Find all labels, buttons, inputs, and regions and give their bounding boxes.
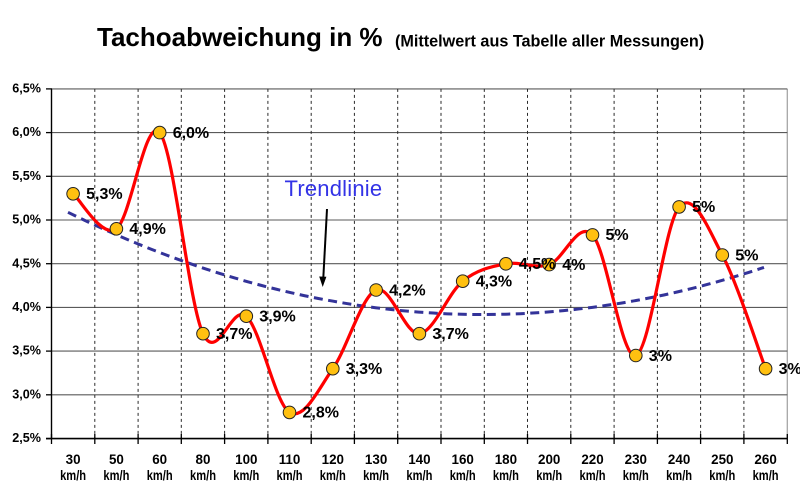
svg-text:km/h: km/h xyxy=(623,468,649,483)
svg-text:4,2%: 4,2% xyxy=(389,282,425,299)
svg-text:km/h: km/h xyxy=(406,468,432,483)
svg-text:km/h: km/h xyxy=(60,468,86,483)
svg-text:(Mittelwert aus Tabelle aller: (Mittelwert aus Tabelle aller Messungen) xyxy=(395,32,704,50)
svg-text:6,0%: 6,0% xyxy=(173,125,209,142)
svg-text:5%: 5% xyxy=(735,247,758,264)
svg-text:4,0%: 4,0% xyxy=(12,300,41,314)
svg-text:5%: 5% xyxy=(606,227,629,244)
svg-text:110: 110 xyxy=(279,452,301,467)
svg-text:50: 50 xyxy=(109,452,124,467)
svg-text:4%: 4% xyxy=(562,257,585,274)
svg-text:km/h: km/h xyxy=(190,468,216,483)
svg-text:2,5%: 2,5% xyxy=(12,431,41,445)
svg-text:Tachoabweichung in %: Tachoabweichung in % xyxy=(97,22,383,52)
svg-text:km/h: km/h xyxy=(450,468,476,483)
svg-text:80: 80 xyxy=(196,452,211,467)
svg-text:5,0%: 5,0% xyxy=(12,213,41,227)
svg-text:160: 160 xyxy=(452,452,474,467)
svg-text:3,5%: 3,5% xyxy=(12,344,41,358)
svg-text:6,0%: 6,0% xyxy=(12,125,41,139)
svg-text:3,9%: 3,9% xyxy=(259,309,295,326)
svg-text:260: 260 xyxy=(754,452,776,467)
svg-text:250: 250 xyxy=(711,452,733,467)
svg-text:km/h: km/h xyxy=(709,468,735,483)
svg-text:5,5%: 5,5% xyxy=(12,169,41,183)
svg-text:120: 120 xyxy=(322,452,344,467)
svg-text:140: 140 xyxy=(408,452,430,467)
svg-text:3,3%: 3,3% xyxy=(346,361,382,378)
svg-text:km/h: km/h xyxy=(320,468,346,483)
svg-text:200: 200 xyxy=(538,452,560,467)
svg-text:Trendlinie: Trendlinie xyxy=(285,176,383,201)
svg-text:230: 230 xyxy=(625,452,647,467)
svg-text:100: 100 xyxy=(235,452,257,467)
svg-text:240: 240 xyxy=(668,452,690,467)
svg-text:4,5%: 4,5% xyxy=(12,256,41,270)
svg-text:km/h: km/h xyxy=(493,468,519,483)
svg-text:4,9%: 4,9% xyxy=(129,221,165,238)
svg-text:6,5%: 6,5% xyxy=(12,82,41,96)
svg-text:4,3%: 4,3% xyxy=(476,274,512,291)
svg-text:km/h: km/h xyxy=(147,468,173,483)
svg-text:60: 60 xyxy=(152,452,167,467)
svg-text:km/h: km/h xyxy=(580,468,606,483)
svg-text:220: 220 xyxy=(581,452,603,467)
svg-text:km/h: km/h xyxy=(103,468,129,483)
svg-text:4,5%: 4,5% xyxy=(519,256,555,273)
svg-text:3,0%: 3,0% xyxy=(12,387,41,401)
svg-text:5,3%: 5,3% xyxy=(86,186,122,203)
svg-text:km/h: km/h xyxy=(233,468,259,483)
svg-text:km/h: km/h xyxy=(363,468,389,483)
svg-text:30: 30 xyxy=(66,452,81,467)
svg-text:130: 130 xyxy=(365,452,387,467)
svg-text:km/h: km/h xyxy=(277,468,303,483)
svg-text:km/h: km/h xyxy=(666,468,692,483)
svg-text:180: 180 xyxy=(495,452,517,467)
svg-text:3,7%: 3,7% xyxy=(432,326,468,343)
svg-text:km/h: km/h xyxy=(536,468,562,483)
svg-text:5%: 5% xyxy=(692,199,715,216)
svg-text:3%: 3% xyxy=(649,348,672,365)
svg-text:3,7%: 3,7% xyxy=(216,326,252,343)
svg-text:2,8%: 2,8% xyxy=(303,405,339,422)
svg-text:3%: 3% xyxy=(779,361,800,378)
svg-text:km/h: km/h xyxy=(753,468,779,483)
